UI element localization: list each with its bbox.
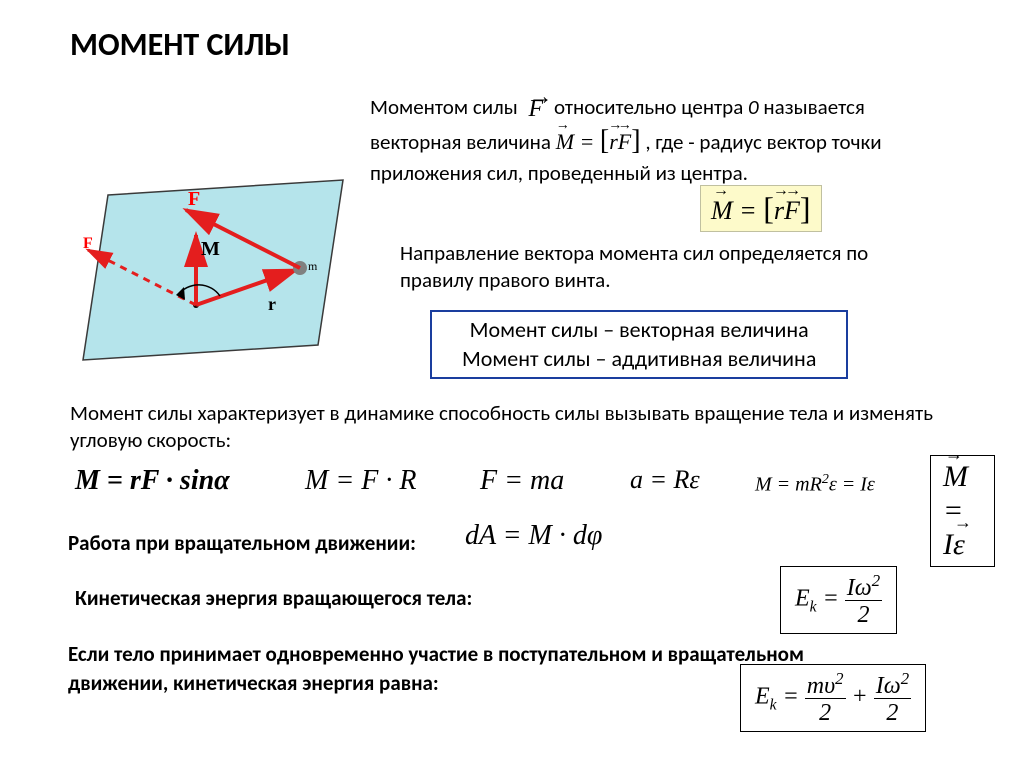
sub-k: k	[810, 598, 817, 615]
properties-box: Момент силы – векторная величина Момент …	[430, 310, 848, 379]
E: E	[795, 586, 810, 612]
vector-F-inline: F→	[523, 94, 550, 125]
vector-M-eq-inline: M→ = [r→F→]	[556, 123, 641, 159]
formula-M-mR2e: M = mR2ε = Iε	[755, 472, 875, 497]
label-m: m	[308, 259, 318, 273]
ek2-num2: Iω2	[874, 671, 911, 699]
E: E	[755, 684, 770, 710]
formula-F-ma: F = ma	[480, 465, 564, 497]
ek1-den: 2	[845, 601, 882, 627]
formula-ke-rotating: Ek = Iω2 2	[780, 566, 897, 634]
text: относительно центра	[554, 94, 748, 120]
moment-diagram: F F M r m	[68, 155, 358, 370]
label-M: M	[201, 238, 220, 260]
formula-ke-combined: Ek = mυ2 2 + Iω2 2	[740, 664, 926, 732]
ek2-den2: 2	[874, 699, 911, 725]
formula-M-rFsin: M = rF · sinα	[75, 465, 230, 497]
formula-M-Ie-box: M→ = Iε→	[930, 455, 995, 567]
label-F: F	[188, 188, 200, 210]
box-line1: Момент силы – векторная величина	[462, 316, 816, 345]
sub-k: k	[770, 696, 777, 713]
formula-row: M = rF · sinα M = F · R F = ma a = Rε M …	[75, 460, 995, 505]
box-line2: Момент силы – аддитивная величина	[462, 345, 816, 374]
center-zero: 0	[748, 94, 759, 120]
direction-paragraph: Направление вектора момента сил определя…	[400, 240, 940, 295]
dynamics-paragraph: Момент силы характеризует в динамике спо…	[70, 400, 950, 455]
formula-work: dA = M · dφ	[465, 520, 602, 552]
text: Моментом силы	[370, 94, 518, 120]
formula-a-Re: a = Rε	[630, 465, 700, 495]
ke-combined-heading: Если тело принимает одновременно участие…	[68, 640, 818, 699]
formula-M-FR: M = F · R	[305, 465, 416, 497]
ek1-num: Iω2	[845, 573, 882, 601]
ek2-num1: mυ2	[805, 671, 846, 699]
label-F2: F	[83, 235, 93, 252]
ek2-den1: 2	[805, 699, 846, 725]
page-title: МОМЕНТ СИЛЫ	[70, 25, 290, 64]
ke-rotating-heading: Кинетическая энергия вращающегося тела:	[75, 585, 472, 611]
definition-paragraph: Моментом силы F→ относительно центра 0 н…	[370, 92, 950, 187]
work-heading: Работа при вращательном движении:	[68, 530, 416, 556]
label-r: r	[268, 294, 276, 314]
main-formula-box: M→ = [r→F→]	[700, 185, 822, 232]
